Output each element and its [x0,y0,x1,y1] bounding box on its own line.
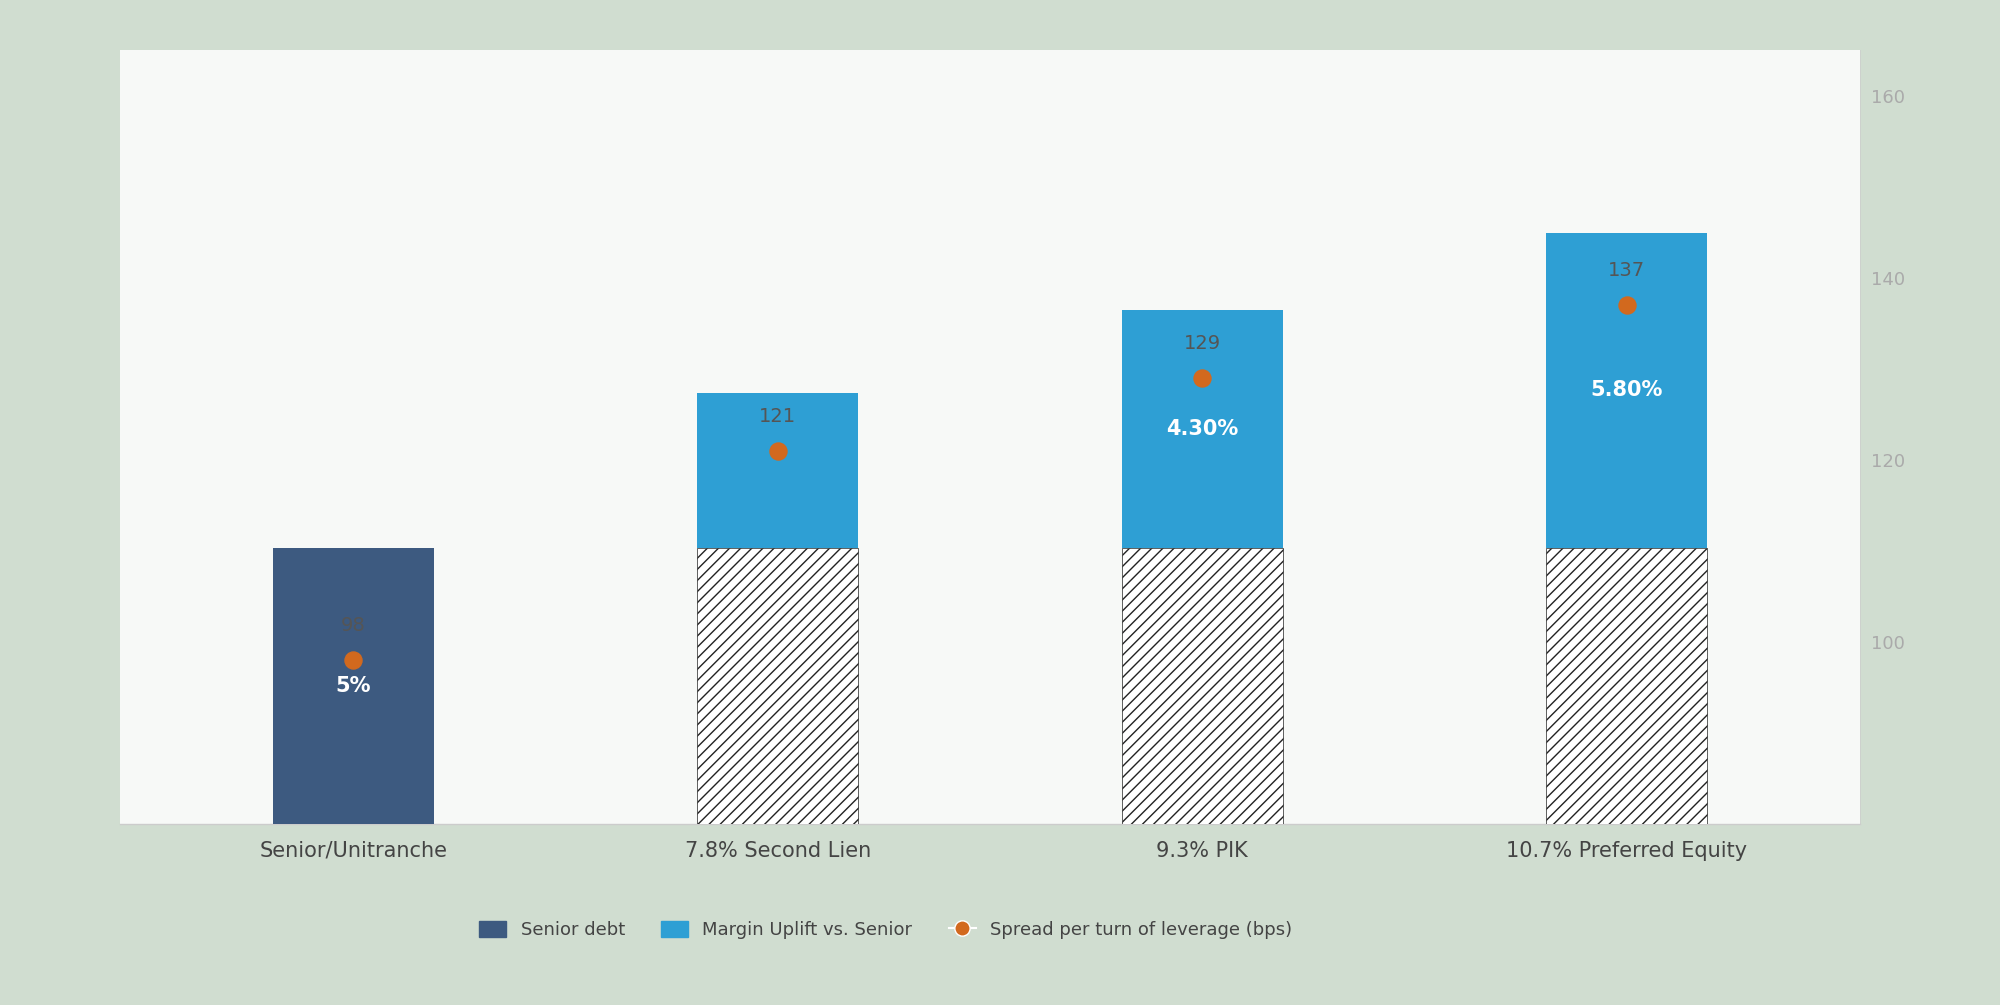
Bar [1122,311,1282,548]
Point [338,652,370,668]
Text: 129: 129 [1184,334,1220,353]
Bar [1546,233,1708,548]
Text: 4.30%: 4.30% [1166,419,1238,439]
Text: 98: 98 [342,616,366,635]
Text: 5.80%: 5.80% [1590,380,1662,400]
Text: 5%: 5% [336,676,372,695]
Text: 121: 121 [760,407,796,426]
Point [1186,370,1218,386]
Bar [272,548,434,824]
Point [1610,297,1642,314]
Bar [698,393,858,548]
Bar [1546,548,1708,824]
Legend: Senior debt, Margin Uplift vs. Senior, Spread per turn of leverage (bps): Senior debt, Margin Uplift vs. Senior, S… [472,914,1300,947]
Text: 137: 137 [1608,261,1646,280]
Bar [698,548,858,824]
Bar [1122,548,1282,824]
Point [762,443,794,459]
